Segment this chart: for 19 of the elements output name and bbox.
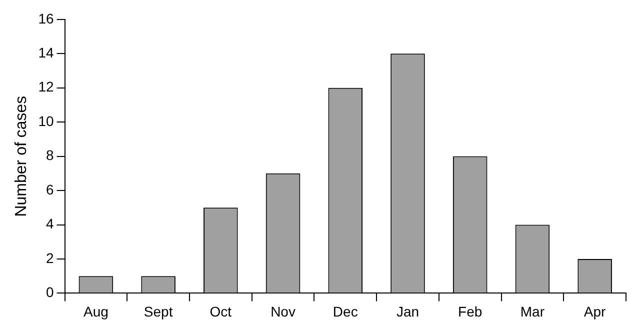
y-tick-label: 2: [46, 250, 54, 266]
y-tick-label: 14: [38, 44, 54, 60]
x-tick-label: Apr: [584, 303, 606, 320]
y-tick-label: 12: [38, 78, 54, 95]
x-tick-label: Dec: [332, 303, 358, 320]
y-tick-label: 0: [46, 284, 54, 300]
y-tick-label: 8: [46, 147, 54, 164]
x-tick-label: Jan: [396, 303, 420, 320]
x-tick-label: Mar: [520, 303, 545, 320]
x-tick-label: Feb: [458, 303, 482, 320]
y-tick-label: 4: [46, 216, 54, 232]
y-tick-label: 6: [46, 181, 54, 198]
x-tick-label: Aug: [83, 303, 108, 320]
x-tick-label: Oct: [210, 303, 232, 320]
y-tick-label: 16: [38, 10, 54, 26]
x-tick-label: Sept: [144, 303, 173, 320]
x-tick-label: Nov: [270, 303, 296, 320]
y-tick-label: 10: [38, 112, 54, 129]
y-axis-title: Number of cases: [13, 96, 30, 217]
